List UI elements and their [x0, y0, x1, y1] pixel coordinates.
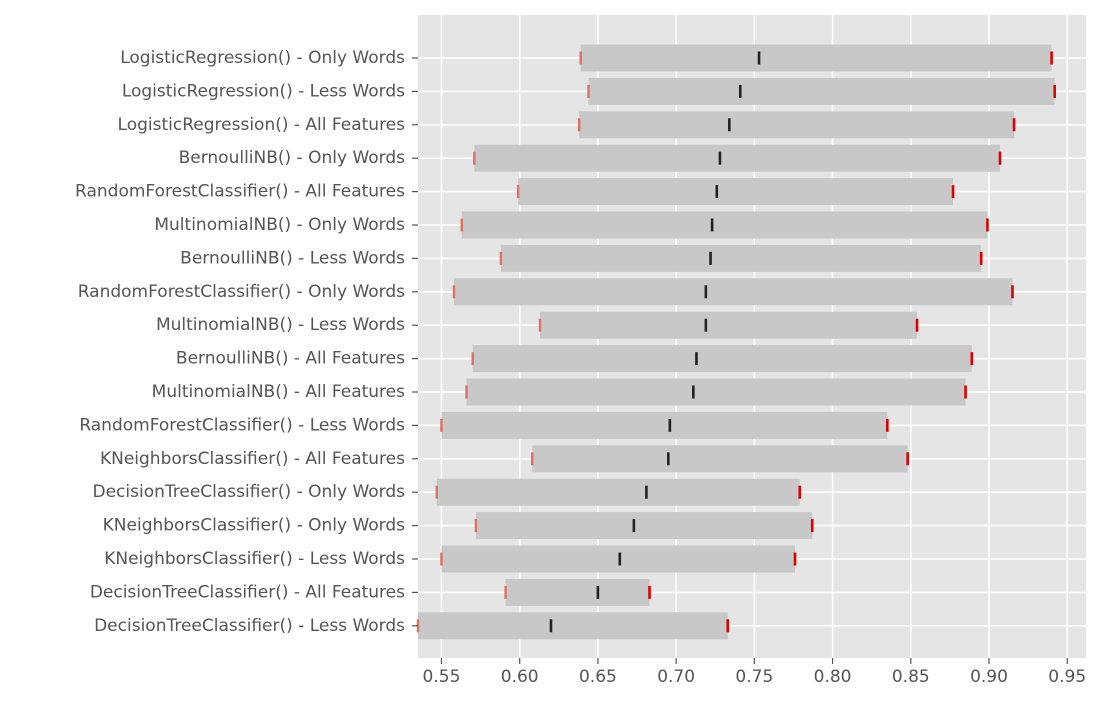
y-tick-label: RandomForestClassifier() - All Features	[75, 182, 405, 202]
x-tick-label: 0.90	[970, 667, 1008, 687]
range-bar	[474, 144, 1000, 172]
range-bar	[472, 345, 972, 373]
range-bar	[418, 612, 728, 640]
x-tick-label: 0.70	[657, 667, 695, 687]
y-tick-label: KNeighborsClassifier() - All Features	[100, 449, 405, 469]
x-tick-label: 0.65	[579, 667, 617, 687]
y-tick-label: BernoulliNB() - Less Words	[180, 248, 405, 268]
y-axis: LogisticRegression() - Only Words Logisti…	[75, 48, 418, 636]
y-tick-label: MultinomialNB() - Less Words	[156, 315, 405, 335]
y-tick-label: BernoulliNB() - All Features	[176, 349, 405, 369]
y-tick-label: KNeighborsClassifier() - Less Words	[104, 549, 405, 569]
range-bar	[588, 77, 1055, 105]
range-bar	[540, 311, 918, 339]
range-bar	[436, 478, 800, 506]
y-tick-label: KNeighborsClassifier() - Only Words	[103, 516, 405, 536]
y-tick-label: DecisionTreeClassifier() - Only Words	[93, 482, 406, 502]
range-bars	[418, 44, 1055, 640]
y-tick-label: LogisticRegression() - Less Words	[122, 81, 405, 101]
y-tick-label: DecisionTreeClassifier() - Less Words	[94, 616, 405, 636]
x-tick-label: 0.95	[1048, 667, 1086, 687]
range-bar	[500, 244, 982, 272]
y-tick-label: MultinomialNB() - Only Words	[154, 215, 405, 235]
range-bar	[579, 111, 1015, 139]
range-bar	[441, 545, 796, 573]
range-bar	[453, 278, 1013, 306]
range-bar	[518, 178, 954, 206]
x-tick-label: 0.75	[735, 667, 773, 687]
range-bar	[466, 378, 966, 406]
markers	[416, 51, 1057, 633]
x-axis: 0.55 0.60 0.65 0.70 0.75 0.80 0.85 0.90 0.95	[423, 658, 1086, 687]
range-bar	[461, 211, 988, 239]
x-tick-label: 0.55	[423, 667, 461, 687]
range-bar	[475, 512, 813, 540]
y-tick-label: LogisticRegression() - All Features	[118, 115, 406, 135]
x-tick-label: 0.85	[892, 667, 930, 687]
y-tick-label: MultinomialNB() - All Features	[152, 382, 405, 402]
y-tick-label: BernoulliNB() - Only Words	[179, 148, 406, 168]
x-tick-label: 0.80	[814, 667, 852, 687]
y-tick-label: RandomForestClassifier() - Only Words	[78, 282, 405, 302]
y-tick-label: LogisticRegression() - Only Words	[120, 48, 405, 68]
range-bar	[505, 578, 650, 606]
range-bar	[580, 44, 1052, 72]
y-tick-label: RandomForestClassifier() - Less Words	[79, 415, 405, 435]
x-tick-label: 0.60	[501, 667, 539, 687]
range-bar	[532, 445, 908, 473]
range-bar	[441, 411, 888, 439]
y-tick-label: DecisionTreeClassifier() - All Features	[90, 582, 405, 602]
